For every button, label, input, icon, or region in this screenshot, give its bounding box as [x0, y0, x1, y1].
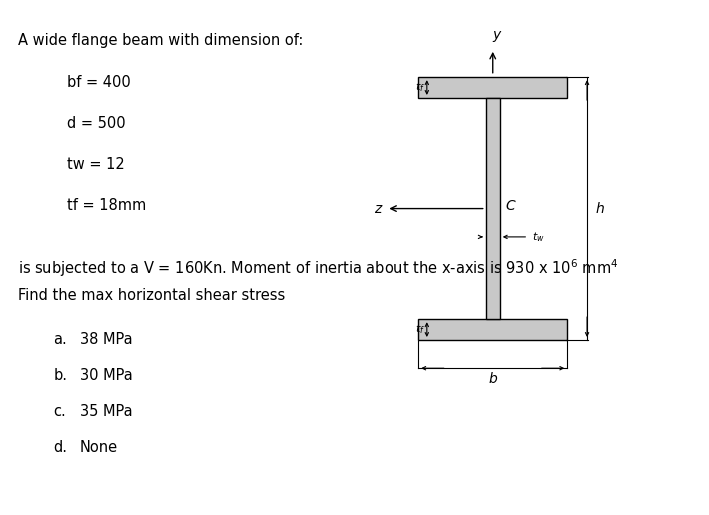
Text: b.: b. — [53, 368, 67, 383]
Text: tf = 18mm: tf = 18mm — [67, 198, 147, 213]
Text: h: h — [596, 201, 604, 216]
Text: Find the max horizontal shear stress: Find the max horizontal shear stress — [18, 288, 285, 303]
Bar — [486, 98, 500, 319]
Text: $t_{f}$: $t_{f}$ — [415, 81, 425, 94]
Text: 38 MPa: 38 MPa — [80, 332, 133, 347]
Text: $t_{f}$: $t_{f}$ — [415, 323, 425, 336]
Text: 35 MPa: 35 MPa — [80, 404, 133, 419]
Bar — [418, 77, 567, 98]
Text: a.: a. — [53, 332, 67, 347]
Text: z: z — [374, 201, 381, 216]
Text: 30 MPa: 30 MPa — [80, 368, 133, 383]
Text: b: b — [489, 372, 497, 386]
Text: A wide flange beam with dimension of:: A wide flange beam with dimension of: — [18, 33, 303, 48]
Text: $t_{w}$: $t_{w}$ — [532, 230, 545, 244]
Bar — [418, 319, 567, 340]
Text: d.: d. — [53, 440, 67, 455]
Text: tw = 12: tw = 12 — [67, 157, 125, 172]
Text: None: None — [80, 440, 118, 455]
Text: is subjected to a V = 160Kn. Moment of inertia about the x-axis is 930 x 10$^6$ : is subjected to a V = 160Kn. Moment of i… — [18, 258, 618, 279]
Text: C: C — [506, 199, 515, 213]
Text: y: y — [492, 28, 501, 42]
Text: d = 500: d = 500 — [67, 116, 126, 131]
Text: c.: c. — [53, 404, 66, 419]
Text: bf = 400: bf = 400 — [67, 75, 131, 90]
